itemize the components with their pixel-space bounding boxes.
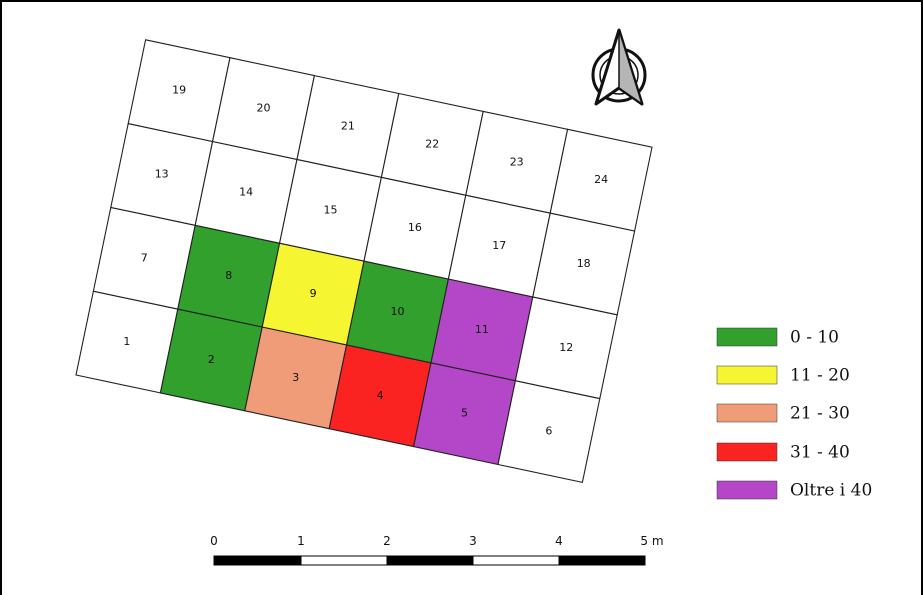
grid-cell-label-17: 17 (492, 239, 506, 252)
legend-swatch-31-40 (716, 442, 778, 462)
grid-cell-24 (549, 128, 653, 232)
grid-cell-label-15: 15 (324, 203, 338, 216)
grid-cell-label-8: 8 (225, 269, 232, 282)
grid-cell-label-20: 20 (257, 102, 271, 115)
legend-swatch-0-10 (716, 327, 778, 347)
grid-cell-label-4: 4 (377, 389, 384, 402)
scale-tick-1: 1 (297, 534, 305, 548)
legend-label-11-20: 11 - 20 (790, 366, 850, 386)
scale-segment-0-1 (213, 555, 302, 566)
legend-swatch-11-20 (716, 365, 778, 385)
grid-cell-label-6: 6 (545, 425, 552, 438)
grid-cell-label-24: 24 (594, 173, 608, 186)
legend-swatch-21-30 (716, 403, 778, 423)
legend: 0 - 10 11 - 20 21 - 30 31 - 40 Oltre i 4… (716, 327, 872, 501)
grid-cell-label-13: 13 (155, 167, 169, 180)
grid-cell-label-22: 22 (425, 137, 439, 150)
grid-cell-label-5: 5 (461, 407, 468, 420)
grid-cell-label-11: 11 (475, 323, 489, 336)
scale-tick-2: 2 (383, 534, 391, 548)
scale-tick-4: 4 (555, 534, 563, 548)
grid-cell-label-1: 1 (123, 335, 130, 348)
scale-segment-2-3 (386, 555, 474, 566)
legend-label-oltre-40: Oltre i 40 (790, 481, 872, 501)
scale-segment-4-5 (558, 555, 646, 566)
grid-cell-label-14: 14 (239, 185, 253, 198)
scale-bar: 0 1 2 3 4 5 m (210, 534, 664, 566)
scale-segment-3-4 (472, 555, 560, 566)
scale-segment-1-2 (300, 555, 388, 566)
grid-cell-label-10: 10 (391, 305, 405, 318)
legend-label-31-40: 31 - 40 (790, 443, 850, 463)
north-arrow-icon (591, 28, 647, 106)
scale-tick-0: 0 (210, 534, 218, 548)
grid-cell-label-7: 7 (141, 251, 148, 264)
grid-cell-label-16: 16 (408, 221, 422, 234)
grid-cell-label-3: 3 (292, 371, 299, 384)
grid-cell-label-19: 19 (172, 84, 186, 97)
legend-label-21-30: 21 - 30 (790, 404, 850, 424)
scale-tick-5: 5 m (640, 534, 663, 548)
grid-cell-label-2: 2 (208, 353, 215, 366)
grid-cell-label-21: 21 (341, 119, 355, 132)
grid-cell-label-18: 18 (577, 257, 591, 270)
scale-tick-3: 3 (469, 534, 477, 548)
grid-cell-label-12: 12 (559, 341, 573, 354)
legend-label-0-10: 0 - 10 (790, 328, 839, 348)
legend-swatch-oltre-40 (716, 480, 778, 500)
grid-cell-label-23: 23 (510, 155, 524, 168)
grid-cell-label-9: 9 (310, 287, 317, 300)
